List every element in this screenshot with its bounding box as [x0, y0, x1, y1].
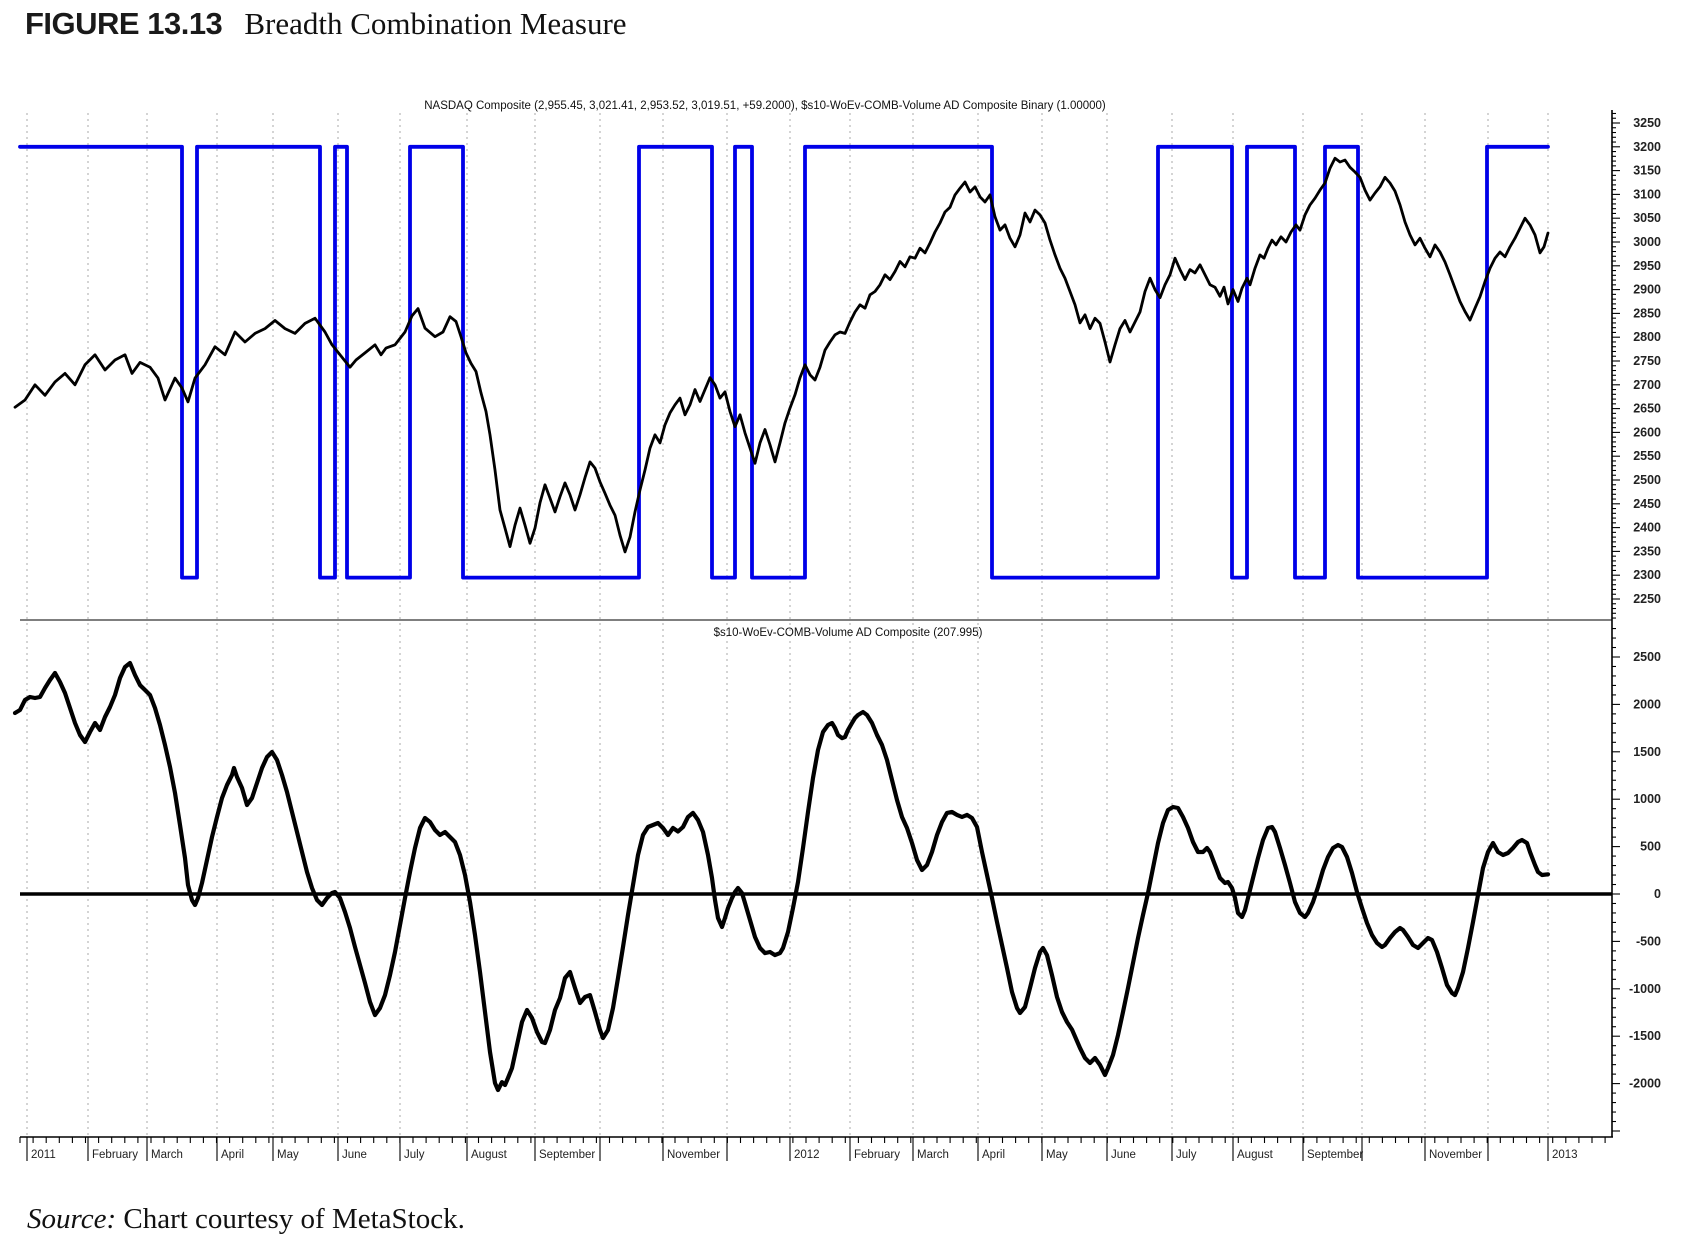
x-axis-label: July [404, 1149, 425, 1161]
nasdaq-price-line [13, 156, 1550, 554]
y-axis-label-top: 2500 [1633, 473, 1661, 487]
x-axis-label: May [1046, 1149, 1068, 1161]
y-axis-label-top: 2900 [1633, 283, 1661, 297]
y-axis-label-top: 2600 [1633, 425, 1661, 439]
top-panel-title: NASDAQ Composite (2,955.45, 3,021.41, 2,… [424, 100, 1106, 112]
figure-header: FIGURE 13.13 Breadth Combination Measure [25, 6, 627, 42]
metastock-chart: 3250 3200 3150 3100 3050 3000 2950 2900 2850 2800… [12, 100, 1661, 1161]
y-axis-label-bottom: -1500 [1629, 1029, 1661, 1043]
binary-signal-line [18, 144, 1550, 580]
y-axis-label-top: 2800 [1633, 330, 1661, 344]
x-axis-label: February [854, 1149, 900, 1161]
y-axis-label-top: 2350 [1633, 544, 1661, 558]
composite-oscillator-line [12, 660, 1551, 1093]
y-axis-label-top: 3000 [1633, 235, 1661, 249]
y-axis-label-top: 3050 [1633, 211, 1661, 225]
y-axis-label-top: 2950 [1633, 259, 1661, 273]
y-axis-label-top: 2750 [1633, 354, 1661, 368]
x-axis-label: June [342, 1149, 367, 1161]
source-caption: Source: Chart courtesy of MetaStock. [27, 1203, 465, 1236]
y-axis-label-top: 2300 [1633, 568, 1661, 582]
y-axis-label-bottom: 1000 [1633, 792, 1661, 806]
y-axis-label-bottom: -1000 [1629, 982, 1661, 996]
y-axis-label-bottom: -500 [1636, 934, 1661, 948]
y-axis-label-bottom: -2000 [1629, 1077, 1661, 1091]
y-axis-label-bottom: 0 [1654, 887, 1661, 901]
x-axis-label: April [982, 1149, 1005, 1161]
x-axis-label: July [1176, 1149, 1197, 1161]
x-axis-label: 2011 [31, 1149, 56, 1161]
x-axis-label: 2013 [1552, 1149, 1578, 1161]
y-axis-label-top: 2400 [1633, 521, 1661, 535]
x-axis-label: June [1111, 1149, 1136, 1161]
y-axis-label-bottom: 2000 [1633, 697, 1661, 711]
y-axis-label-top: 2250 [1633, 592, 1661, 606]
y-axis-label-bottom: 500 [1640, 840, 1661, 854]
x-axis-label: November [667, 1149, 720, 1161]
y-axis-label-bottom: 1500 [1633, 745, 1661, 759]
x-axis-label: 2012 [794, 1149, 820, 1161]
x-axis-label: September [539, 1149, 595, 1161]
y-axis-label-top: 2850 [1633, 306, 1661, 320]
y-axis-label-top: 3250 [1633, 116, 1661, 130]
y-axis-label-top: 2700 [1633, 378, 1661, 392]
figure-title: Breadth Combination Measure [244, 6, 627, 41]
y-axis-label-top: 2450 [1633, 497, 1661, 511]
x-axis-label: March [917, 1149, 949, 1161]
y-axis-label-top: 3200 [1633, 140, 1661, 154]
source-text: Chart courtesy of MetaStock. [116, 1203, 465, 1235]
y-axis-label-top: 2650 [1633, 402, 1661, 416]
x-axis-label: February [92, 1149, 138, 1161]
y-axis-label-bottom: 2500 [1633, 650, 1661, 664]
x-axis-label: April [221, 1149, 244, 1161]
x-axis-label: November [1429, 1149, 1482, 1161]
figure-number: FIGURE 13.13 [25, 6, 223, 41]
x-axis-label: May [277, 1149, 299, 1161]
y-axis-label-top: 2550 [1633, 449, 1661, 463]
source-prefix: Source: [27, 1203, 117, 1235]
x-axis-label: August [1237, 1149, 1274, 1161]
bottom-panel-title: $s10-WoEv-COMB-Volume AD Composite (207.… [714, 627, 983, 639]
x-axis-label: March [151, 1149, 183, 1161]
y-axis-label-top: 3100 [1633, 187, 1661, 201]
y-axis-label-top: 3150 [1633, 164, 1661, 178]
x-axis-label: September [1307, 1149, 1363, 1161]
x-axis-label: August [471, 1149, 508, 1161]
